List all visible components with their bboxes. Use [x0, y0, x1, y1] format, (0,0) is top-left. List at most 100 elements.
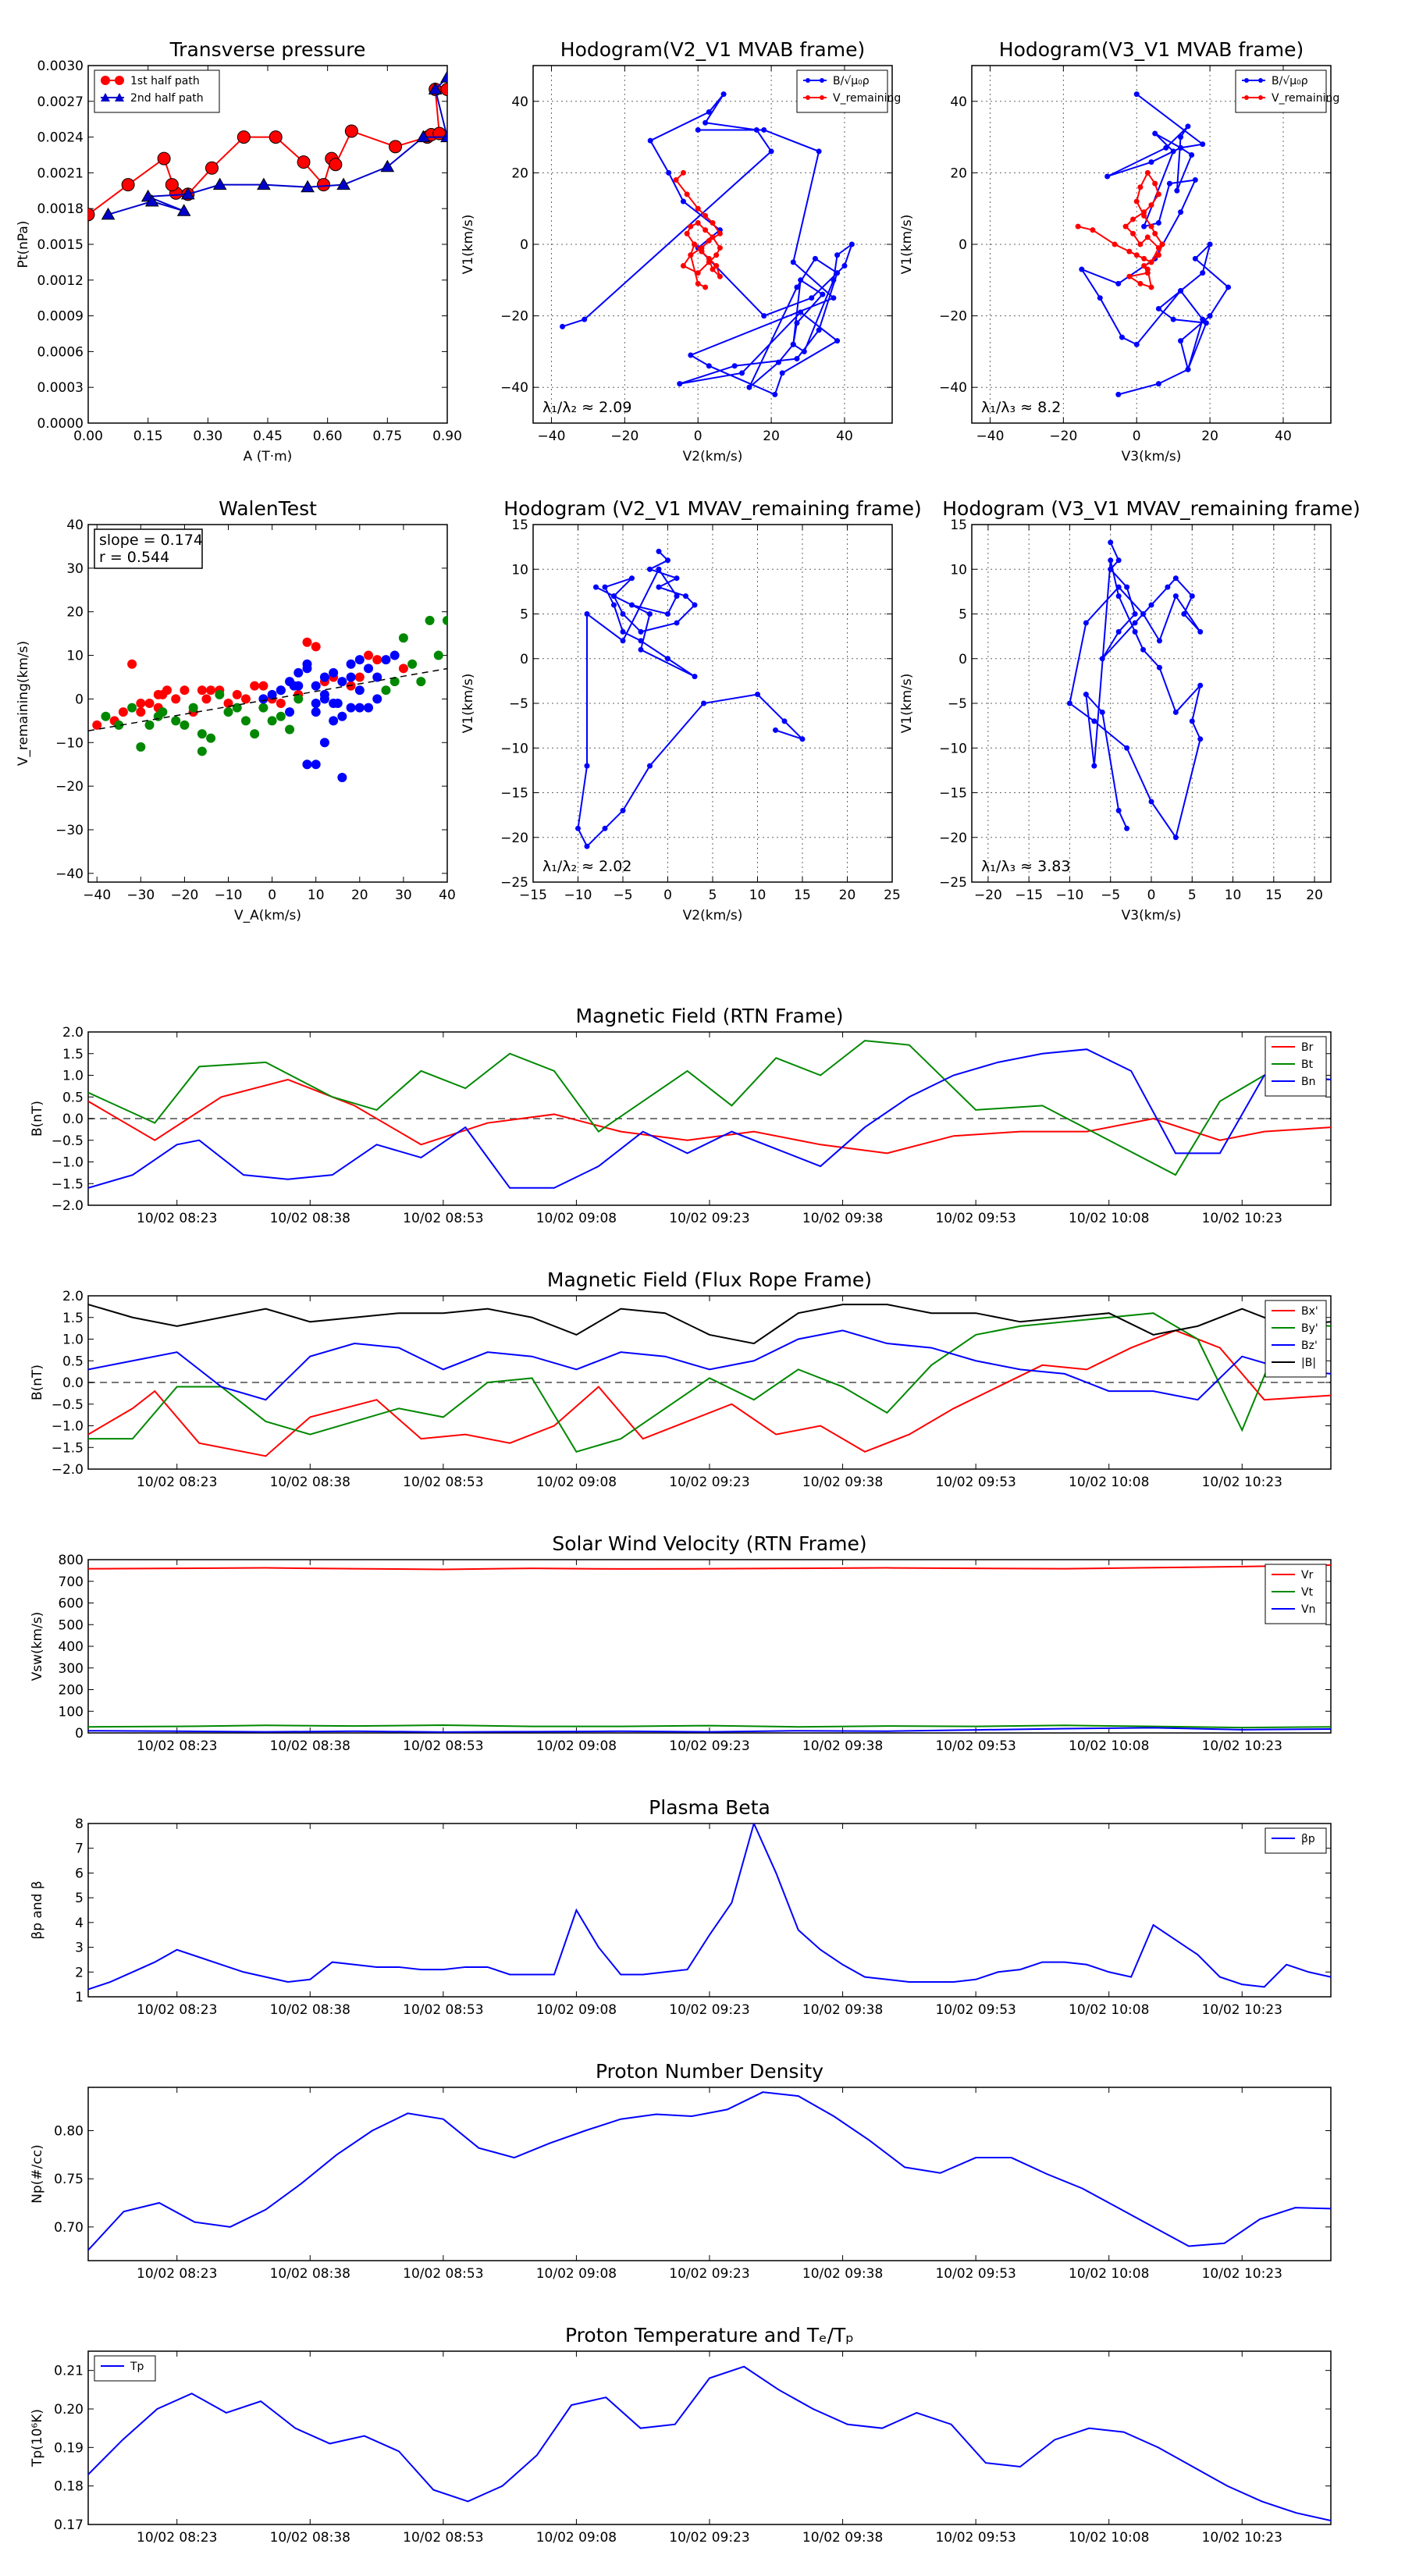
- x-tick-label: 0.45: [253, 429, 283, 444]
- series-point: [710, 234, 716, 240]
- x-tick-label: 10/02 08:23: [137, 2530, 217, 2546]
- series-point: [656, 548, 662, 554]
- series-point: [1225, 284, 1232, 290]
- x-tick-label: 10/02 10:23: [1202, 2002, 1282, 2018]
- legend: B/√μ₀ρ V_remaining: [1235, 69, 1339, 113]
- x-tick-label: −15: [519, 888, 547, 903]
- chart-title: Hodogram(V2_V1 MVAB frame): [560, 38, 865, 61]
- series-point: [1115, 593, 1122, 600]
- scatter-point: [289, 681, 299, 691]
- fit-line: [88, 667, 447, 731]
- x-tick-label: 30: [395, 888, 412, 903]
- x-tick-label: 10/02 09:53: [935, 2266, 1016, 2282]
- stats-line: r = 0.544: [99, 549, 169, 566]
- series-point: [1155, 305, 1161, 311]
- scatter-point: [381, 655, 391, 665]
- y-tick-label: 0.0018: [37, 201, 84, 217]
- x-tick-label: 10/02 10:23: [1202, 1475, 1282, 1490]
- series-point: [620, 638, 626, 644]
- legend-label: Tp: [130, 2361, 144, 2373]
- legend-box: [94, 69, 220, 113]
- series-point: [790, 259, 796, 265]
- y-tick-label: 0.75: [54, 2172, 84, 2187]
- series-point: [717, 245, 723, 251]
- scatter-point: [354, 672, 365, 682]
- series-point: [180, 187, 195, 200]
- legend-marker: [115, 76, 124, 85]
- series-point: [683, 593, 688, 600]
- x-tick-label: 10/02 10:23: [1202, 1738, 1282, 1754]
- series-point: [1152, 180, 1158, 187]
- series-point: [629, 602, 635, 608]
- scatter-point: [206, 685, 216, 696]
- legend: βp: [1264, 1827, 1327, 1854]
- scatter-point: [240, 716, 251, 726]
- series-point: [798, 277, 804, 283]
- y-tick-label: 0.0015: [37, 237, 84, 253]
- series-point: [1152, 130, 1158, 137]
- series-point: [809, 295, 815, 301]
- x-tick-label: 0: [1133, 429, 1141, 444]
- series-point: [1137, 184, 1144, 190]
- series-point: [1172, 575, 1179, 582]
- x-tick-label: 5: [1188, 888, 1197, 903]
- y-axis-label: V1(km/s): [461, 215, 476, 275]
- series-point: [1115, 557, 1122, 564]
- x-tick-label: 40: [439, 888, 456, 903]
- y-tick-label: 5: [959, 607, 967, 623]
- y-tick-label: 0.0: [62, 1375, 84, 1391]
- series-point: [101, 207, 116, 220]
- y-axis-label: V1(km/s): [899, 215, 915, 275]
- series-point: [706, 255, 712, 262]
- legend-label: B/√μ₀ρ: [1272, 75, 1308, 87]
- x-tick-label: 5: [709, 888, 717, 903]
- y-tick-label: −1.0: [52, 1155, 84, 1171]
- series-point: [647, 763, 653, 769]
- x-tick-label: −10: [1056, 888, 1084, 903]
- chart-title: Magnetic Field (RTN Frame): [576, 1005, 844, 1027]
- series-point: [1148, 284, 1154, 290]
- scatter-point: [372, 655, 382, 665]
- x-tick-label: 10/02 08:38: [270, 1475, 350, 1490]
- series-point: [746, 384, 752, 390]
- scatter-point: [354, 655, 365, 665]
- y-tick-label: 0.0030: [37, 59, 84, 74]
- x-tick-label: 10/02 09:53: [935, 2002, 1016, 2018]
- x-tick-label: 0: [694, 429, 702, 444]
- legend-marker: [1244, 95, 1249, 100]
- series-point: [772, 391, 778, 397]
- y-tick-label: 100: [59, 1704, 84, 1720]
- scatter-point: [276, 711, 286, 721]
- scatter-point: [276, 685, 286, 696]
- x-tick-label: 10/02 09:08: [536, 2002, 617, 2018]
- series-point: [656, 566, 662, 572]
- series-point: [684, 230, 690, 237]
- series-point: [692, 674, 698, 680]
- scatter-point: [433, 650, 443, 660]
- series-point: [1133, 252, 1140, 258]
- legend-label: Vt: [1301, 1586, 1314, 1599]
- series-point: [88, 208, 95, 222]
- scatter-point: [171, 716, 181, 726]
- y-tick-label: 0.20: [54, 2402, 84, 2418]
- series-line-tp: [88, 2365, 1331, 2522]
- x-tick-label: 10/02 08:23: [137, 1738, 217, 1754]
- y-tick-label: 6: [75, 1866, 84, 1881]
- y-tick-label: −5: [948, 696, 967, 712]
- series-point: [1192, 255, 1198, 262]
- y-tick-label: 40: [950, 94, 967, 110]
- panel-walen-test: WalenTest −40 −30 −20 −10 0 10 20 30 40 −40 −30 −20 −…: [16, 497, 456, 923]
- series-point: [336, 177, 350, 190]
- y-tick-label: 1.0: [62, 1069, 84, 1084]
- series-point: [1130, 230, 1136, 237]
- x-tick-label: 20: [351, 888, 368, 903]
- x-tick-label: 10: [1225, 888, 1242, 903]
- scatter-point: [197, 685, 207, 696]
- series-point: [1108, 557, 1114, 564]
- series-point: [739, 370, 745, 376]
- legend-label: 2nd half path: [130, 92, 204, 105]
- series-line-br: [88, 1079, 1331, 1155]
- series-point: [1170, 316, 1176, 322]
- series-point: [157, 151, 171, 165]
- y-axis-label: V1(km/s): [899, 674, 915, 734]
